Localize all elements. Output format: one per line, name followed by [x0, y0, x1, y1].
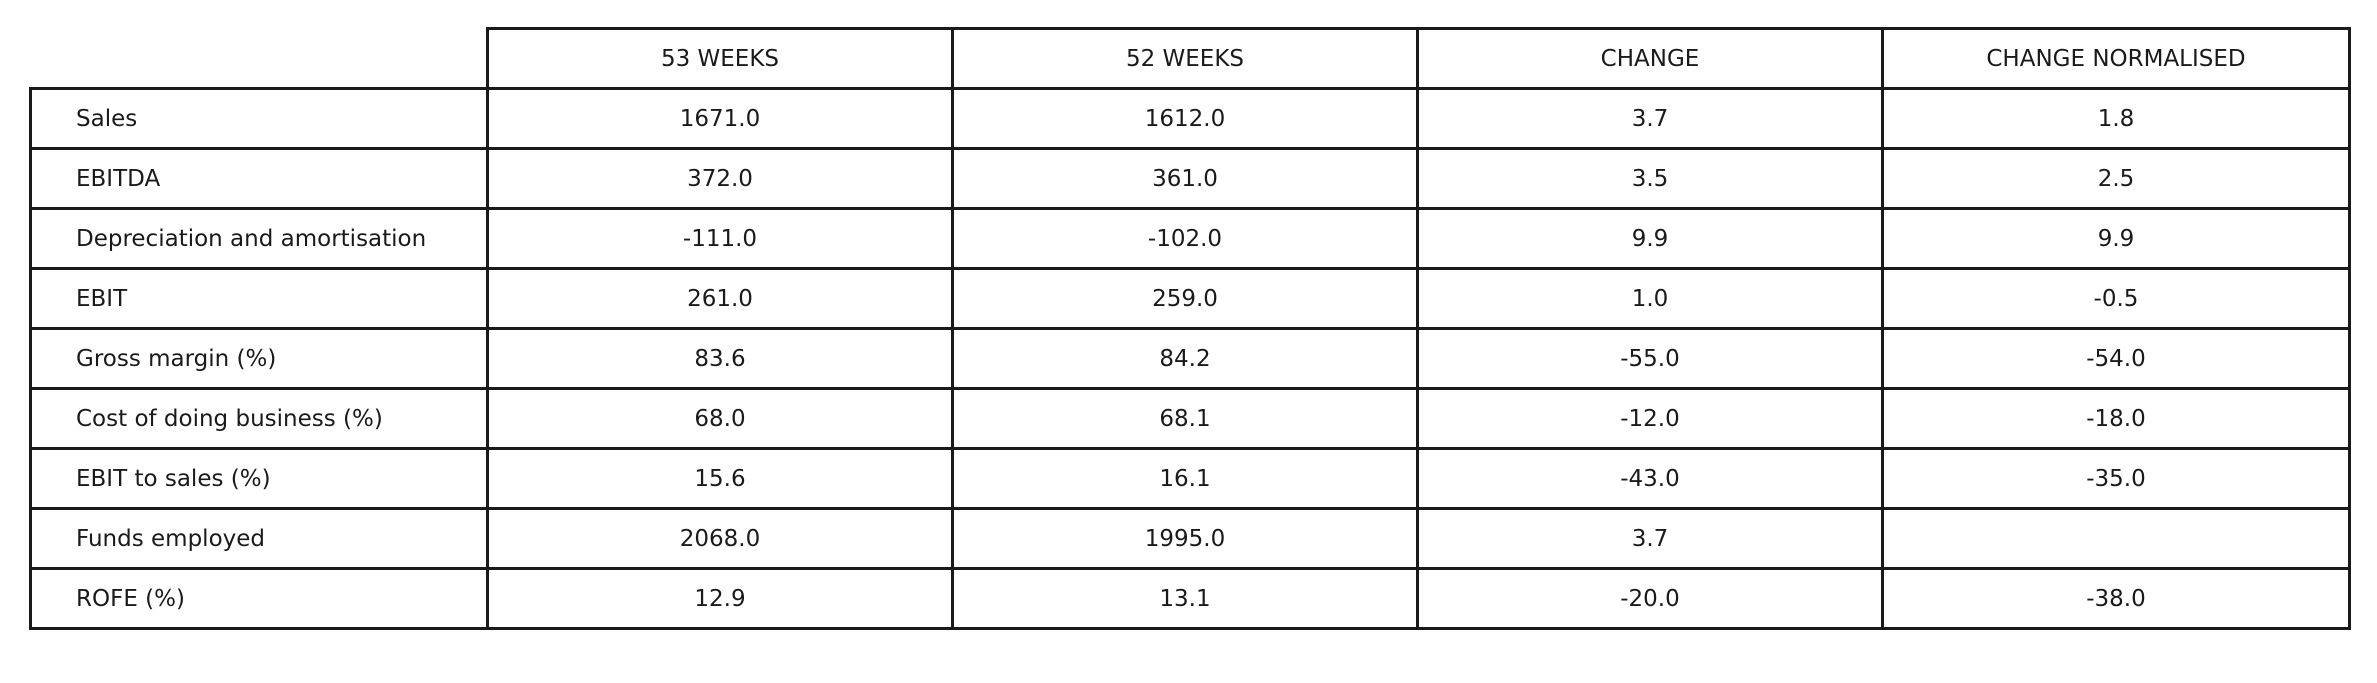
table-cell: 3.7	[1416, 507, 1884, 570]
table-row: EBIT to sales (%) 15.6 16.1 -43.0 -35.0	[29, 447, 2351, 510]
table-cell: 261.0	[486, 267, 954, 330]
table-cell: 1612.0	[951, 87, 1419, 150]
table-cell: -102.0	[951, 207, 1419, 270]
table-row: ROFE (%) 12.9 13.1 -20.0 -38.0	[29, 567, 2351, 630]
table-cell: -43.0	[1416, 447, 1884, 510]
table-cell: 2068.0	[486, 507, 954, 570]
table-cell: 83.6	[486, 327, 954, 390]
table-cell: 9.9	[1881, 207, 2351, 270]
financial-table-container: 53 WEEKS 52 WEEKS CHANGE CHANGE NORMALIS…	[29, 27, 2351, 630]
table-cell: 68.1	[951, 387, 1419, 450]
row-label: Depreciation and amortisation	[29, 207, 489, 270]
header-corner-cell	[30, 28, 489, 90]
table-cell: -18.0	[1881, 387, 2351, 450]
table-row: Cost of doing business (%) 68.0 68.1 -12…	[29, 387, 2351, 450]
table-cell: 3.7	[1416, 87, 1884, 150]
table-cell: -55.0	[1416, 327, 1884, 390]
table-row: Sales 1671.0 1612.0 3.7 1.8	[29, 87, 2351, 150]
table-cell: 259.0	[951, 267, 1419, 330]
row-label: EBITDA	[29, 147, 489, 210]
column-header: 53 WEEKS	[486, 27, 954, 90]
table-cell: 13.1	[951, 567, 1419, 630]
table-cell: 1671.0	[486, 87, 954, 150]
row-label: Funds employed	[29, 507, 489, 570]
row-label: ROFE (%)	[29, 567, 489, 630]
table-row: Depreciation and amortisation -111.0 -10…	[29, 207, 2351, 270]
table-header: 53 WEEKS 52 WEEKS CHANGE CHANGE NORMALIS…	[30, 27, 2351, 90]
table-cell: 68.0	[486, 387, 954, 450]
table-cell: -35.0	[1881, 447, 2351, 510]
table-cell: -111.0	[486, 207, 954, 270]
row-label: EBIT to sales (%)	[29, 447, 489, 510]
table-cell: -0.5	[1881, 267, 2351, 330]
table-cell: 15.6	[486, 447, 954, 510]
table-cell: -12.0	[1416, 387, 1884, 450]
table-cell: 361.0	[951, 147, 1419, 210]
financial-table: 53 WEEKS 52 WEEKS CHANGE CHANGE NORMALIS…	[29, 27, 2351, 630]
table-cell: -38.0	[1881, 567, 2351, 630]
table-cell: 372.0	[486, 147, 954, 210]
table-row: EBITDA 372.0 361.0 3.5 2.5	[29, 147, 2351, 210]
row-label: Sales	[29, 87, 489, 150]
table-cell: -54.0	[1881, 327, 2351, 390]
column-header: CHANGE NORMALISED	[1881, 27, 2351, 90]
row-label: EBIT	[29, 267, 489, 330]
table-cell: 9.9	[1416, 207, 1884, 270]
table-cell: 1995.0	[951, 507, 1419, 570]
table-cell: 2.5	[1881, 147, 2351, 210]
table-body: Sales 1671.0 1612.0 3.7 1.8 EBITDA 372.0…	[29, 87, 2351, 630]
table-cell: 84.2	[951, 327, 1419, 390]
table-cell: 1.0	[1416, 267, 1884, 330]
table-cell: 16.1	[951, 447, 1419, 510]
row-label: Gross margin (%)	[29, 327, 489, 390]
table-row: Gross margin (%) 83.6 84.2 -55.0 -54.0	[29, 327, 2351, 390]
table-row: Funds employed 2068.0 1995.0 3.7	[29, 507, 2351, 570]
column-header: CHANGE	[1416, 27, 1884, 90]
table-cell: 3.5	[1416, 147, 1884, 210]
table-row: EBIT 261.0 259.0 1.0 -0.5	[29, 267, 2351, 330]
table-cell	[1881, 507, 2351, 570]
row-label: Cost of doing business (%)	[29, 387, 489, 450]
table-cell: 1.8	[1881, 87, 2351, 150]
column-header: 52 WEEKS	[951, 27, 1419, 90]
table-cell: 12.9	[486, 567, 954, 630]
header-row: 53 WEEKS 52 WEEKS CHANGE CHANGE NORMALIS…	[30, 27, 2351, 90]
table-cell: -20.0	[1416, 567, 1884, 630]
